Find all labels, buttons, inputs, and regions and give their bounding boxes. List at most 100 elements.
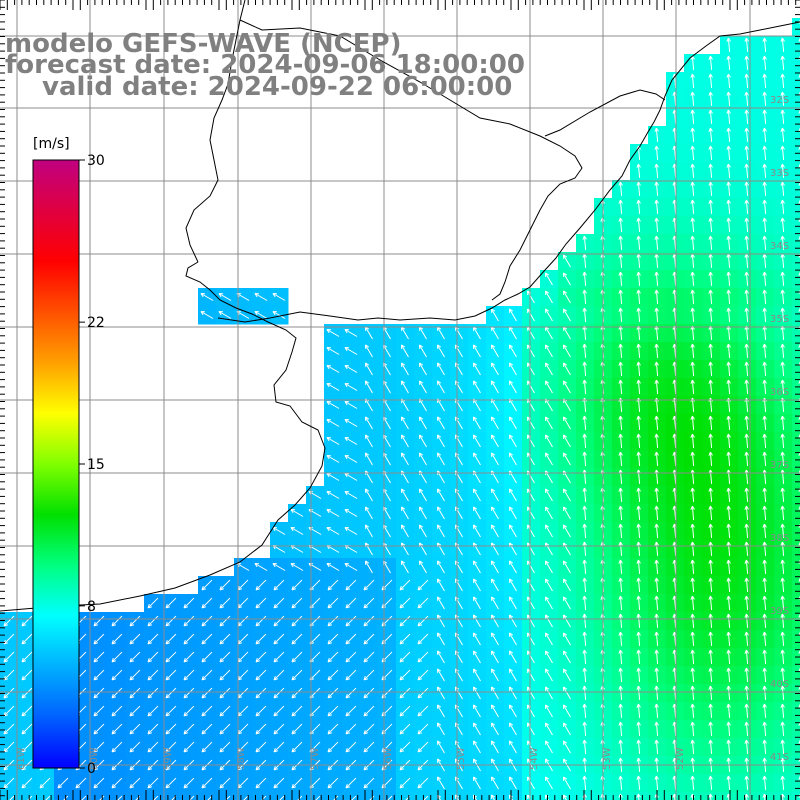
wind-arrow (345, 723, 357, 735)
wind-arrow (345, 615, 357, 627)
wind-arrow (437, 650, 445, 664)
wind-arrow (509, 560, 517, 574)
wind-arrow (654, 577, 659, 593)
wind-arrow (690, 127, 695, 143)
wind-arrow (690, 235, 695, 251)
wind-arrow (405, 795, 411, 800)
wind-arrow (437, 632, 445, 646)
wind-arrow (582, 739, 587, 755)
wind-arrow (618, 739, 623, 755)
field-cell (792, 432, 800, 451)
wind-arrow (363, 741, 375, 753)
wind-arrow (636, 613, 641, 629)
wind-arrow (636, 631, 641, 647)
wind-arrow (3, 777, 15, 789)
wind-arrow (218, 311, 232, 319)
field-cell (0, 792, 19, 800)
wind-arrow (473, 704, 481, 718)
wind-arrow (491, 524, 499, 538)
wind-arrow (690, 415, 695, 431)
wind-arrow (744, 55, 749, 71)
wind-arrow (326, 419, 340, 427)
wind-arrow (744, 703, 749, 719)
wind-arrow (780, 109, 785, 125)
wind-arrow (762, 343, 767, 359)
wind-arrow (365, 416, 373, 430)
field-cell (792, 126, 800, 145)
wind-arrow (291, 687, 303, 699)
wind-arrow (473, 362, 481, 376)
field-cell (792, 666, 800, 685)
wind-arrow (618, 613, 623, 629)
wind-arrow (509, 578, 517, 592)
wind-arrow (93, 633, 105, 645)
wind-arrow (780, 541, 785, 557)
wind-arrow (273, 615, 285, 627)
wind-arrow (147, 705, 159, 717)
wind-arrow (780, 595, 785, 611)
wind-arrow (780, 343, 785, 359)
wind-arrow (726, 163, 731, 179)
wind-arrow (363, 669, 375, 681)
wind-arrow (618, 181, 623, 197)
field-cell (90, 792, 109, 800)
longitude-label: 54W (529, 747, 540, 770)
wind-arrow (419, 560, 427, 574)
wind-arrow (399, 687, 411, 699)
wind-arrow (254, 563, 268, 571)
wind-arrow (345, 597, 357, 609)
wind-arrow (255, 615, 267, 627)
wind-arrow (582, 505, 587, 521)
wind-arrow (636, 559, 641, 575)
wind-arrow (273, 705, 285, 717)
field-cell (792, 540, 800, 559)
wind-arrow (618, 379, 623, 395)
wind-arrow (57, 777, 69, 789)
wind-arrow (563, 596, 571, 610)
wind-arrow (491, 596, 499, 610)
field-cell (792, 630, 800, 649)
wind-arrow (744, 685, 749, 701)
wind-arrow (509, 488, 517, 502)
wind-arrow (762, 451, 767, 467)
wind-arrow (708, 379, 713, 395)
wind-arrow (582, 685, 587, 701)
wind-arrow (419, 452, 427, 466)
wind-arrow (326, 329, 340, 337)
wind-arrow (618, 199, 623, 215)
wind-arrow (744, 721, 749, 737)
wind-arrow (93, 741, 105, 753)
wind-arrow (491, 578, 499, 592)
wind-arrow (690, 199, 695, 215)
wind-arrow (437, 614, 445, 628)
wind-arrow (582, 559, 587, 575)
wind-arrow (780, 739, 785, 755)
wind-arrow (726, 361, 731, 377)
wind-arrow (509, 434, 517, 448)
wind-arrow (726, 271, 731, 287)
wind-arrow (636, 235, 641, 251)
field-cell (324, 792, 343, 800)
wind-arrow (726, 37, 731, 53)
wind-arrow (345, 579, 357, 591)
wind-arrow (219, 723, 231, 735)
wind-arrow (327, 705, 339, 717)
wind-arrow (401, 416, 409, 430)
wind-arrow (326, 455, 340, 463)
wind-arrow (708, 577, 713, 593)
wind-arrow (111, 615, 123, 627)
field-cell (162, 792, 181, 800)
wind-arrow (744, 379, 749, 395)
wind-arrow (654, 631, 659, 647)
wind-arrow (744, 667, 749, 683)
wind-arrow (780, 145, 785, 161)
wind-arrow (744, 541, 749, 557)
wind-arrow (437, 722, 445, 736)
wind-arrow (636, 649, 641, 665)
wind-arrow (636, 163, 641, 179)
wind-arrow (726, 343, 731, 359)
field-cell (234, 792, 253, 800)
wind-arrow (255, 723, 267, 735)
wind-arrow (582, 631, 587, 647)
wind-arrow (654, 703, 659, 719)
